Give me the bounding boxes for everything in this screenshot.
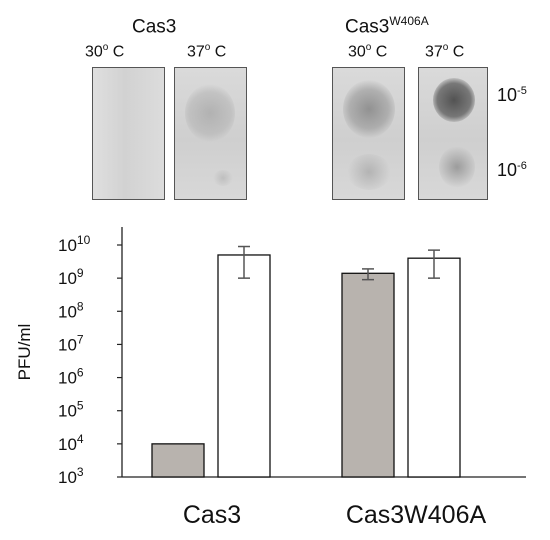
y-tick-label-7: 1010 (58, 233, 91, 255)
plate-w406a-37 (418, 67, 488, 200)
temp-label-cas3-30: 30o C (85, 42, 125, 61)
bar-1-0 (341, 272, 395, 478)
temp-label-w406a-30: 30o C (348, 42, 388, 61)
y-tick-label-5: 108 (58, 299, 84, 321)
plate-w406a-30 (332, 67, 405, 200)
dilution-label-1: 10-5 (497, 85, 527, 105)
group-title-cas3: Cas3 (132, 16, 177, 38)
y-tick-label-2: 105 (58, 399, 84, 421)
y-tick-label-3: 106 (58, 366, 84, 388)
plaque-region (185, 84, 235, 142)
temp-label-cas3-37: 37o C (187, 42, 227, 61)
y-tick-label-1: 104 (58, 432, 84, 454)
y-tick-label-0: 103 (58, 465, 84, 487)
x-tick-label-0: Cas3 (183, 501, 241, 529)
plate-cas3-37 (174, 67, 247, 200)
group-title-cas3-w406a: Cas3W406A (345, 14, 429, 38)
plaque-region (433, 78, 475, 122)
x-tick-label-1: Cas3W406A (346, 501, 487, 529)
y-tick-label-4: 107 (58, 332, 84, 354)
plaque-region (343, 80, 395, 138)
bar-0-0 (151, 443, 205, 478)
bar-1-1 (407, 257, 461, 478)
bar-0-1 (217, 254, 271, 478)
plate-cas3-30 (92, 67, 165, 200)
dilution-label-2: 10-6 (497, 160, 527, 180)
plaque-region (213, 170, 233, 186)
plaque-region (439, 146, 475, 188)
y-tick-label-6: 109 (58, 266, 84, 288)
y-axis-title: PFU/ml (15, 324, 34, 381)
temp-label-w406a-37: 37o C (425, 42, 465, 61)
plaque-region (347, 154, 391, 190)
